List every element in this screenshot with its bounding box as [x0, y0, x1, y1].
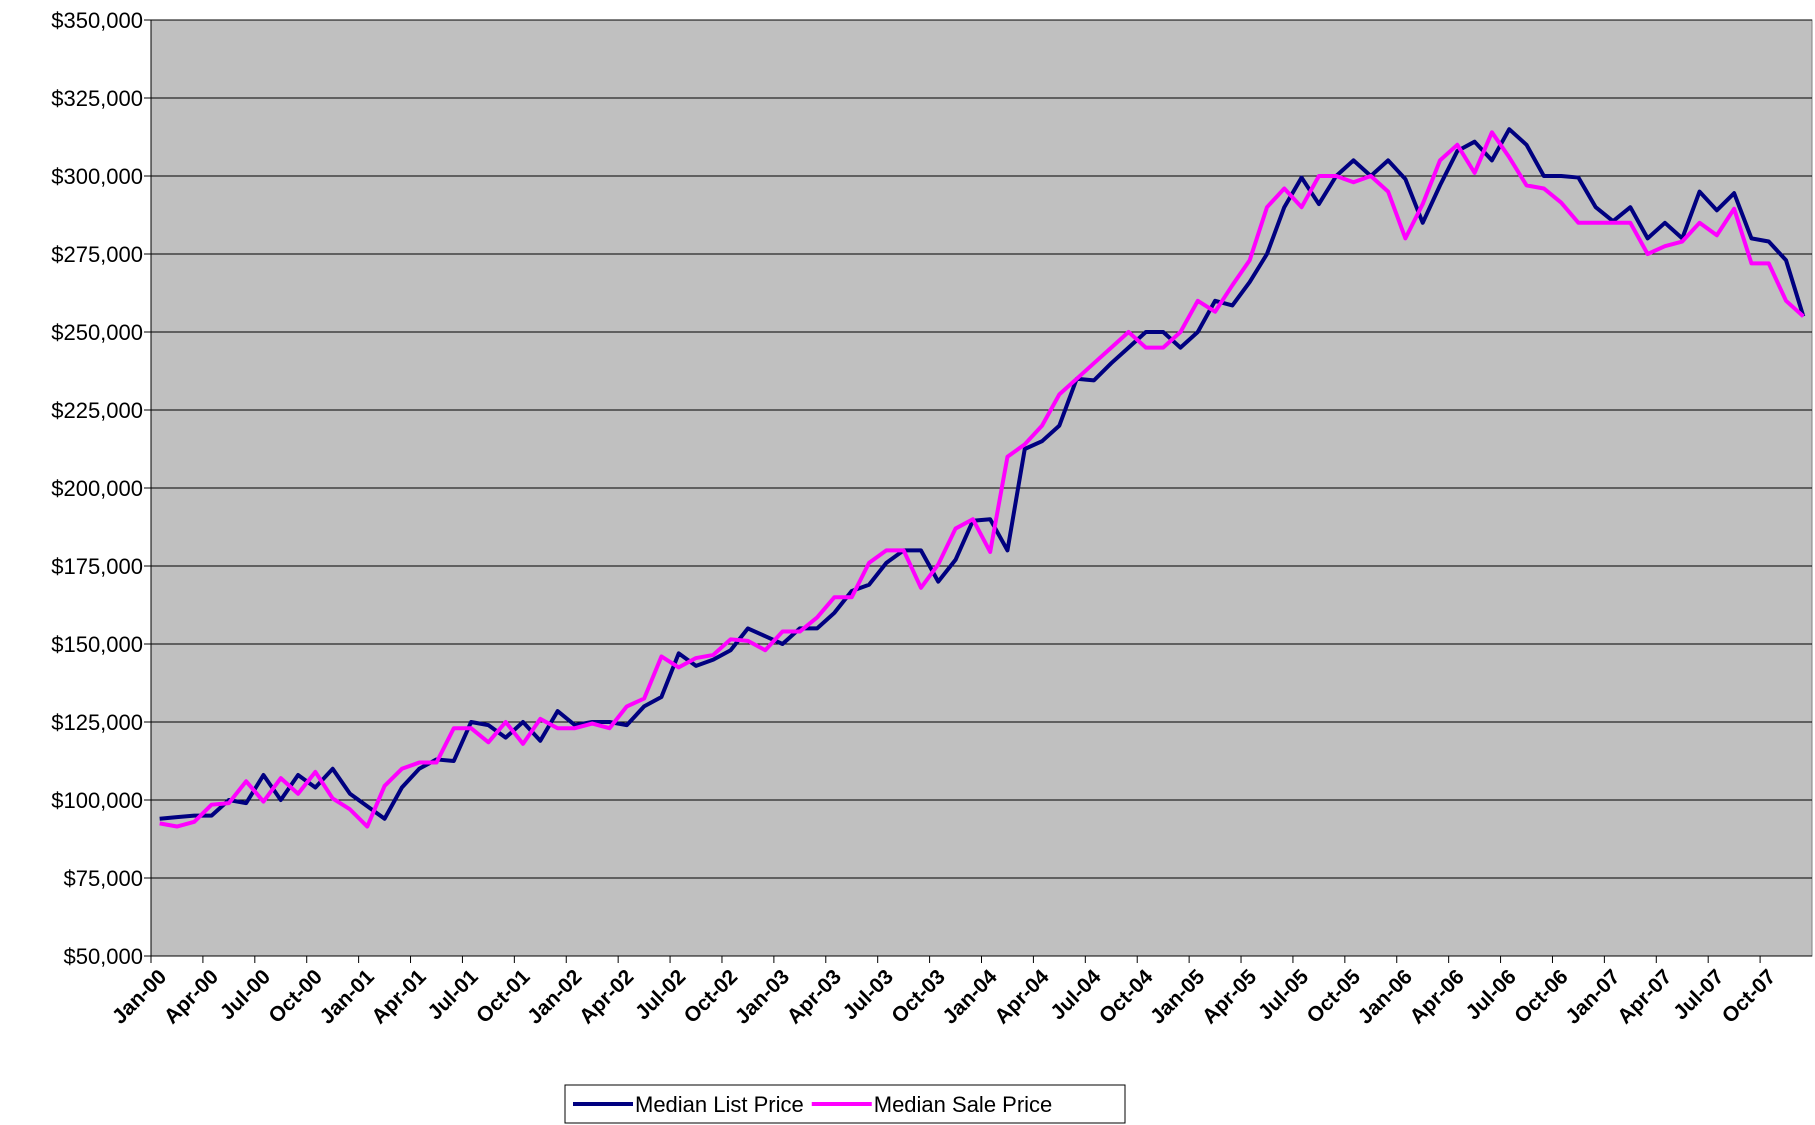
- x-tick-label: Jan-06: [1354, 965, 1417, 1028]
- x-tick-label: Apr-07: [1613, 965, 1676, 1028]
- x-tick-label: Apr-05: [1198, 965, 1262, 1029]
- x-tick-label: Apr-00: [160, 965, 223, 1028]
- x-tick-label: Jan-05: [1146, 965, 1210, 1029]
- x-tick-label: Apr-06: [1406, 965, 1469, 1028]
- x-tick-label: Oct-03: [887, 965, 949, 1027]
- x-tick-label: Oct-05: [1303, 965, 1366, 1028]
- x-tick-label: Jan-01: [315, 965, 379, 1029]
- x-tick-label: Oct-02: [680, 965, 742, 1027]
- x-tick-label: Jan-02: [523, 965, 586, 1028]
- y-tick-label: $275,000: [51, 242, 143, 267]
- x-tick-label: Oct-01: [472, 965, 535, 1028]
- y-tick-label: $300,000: [51, 164, 143, 189]
- x-tick-label: Jan-04: [938, 965, 1002, 1029]
- y-tick-label: $125,000: [51, 710, 143, 735]
- x-tick-label: Jul-04: [1046, 965, 1105, 1024]
- y-tick-label: $250,000: [51, 320, 143, 345]
- y-tick-label: $100,000: [51, 788, 143, 813]
- x-tick-label: Jan-00: [108, 965, 171, 1028]
- x-tick-label: Jul-00: [216, 965, 275, 1024]
- x-tick-label: Apr-04: [990, 965, 1054, 1029]
- y-tick-label: $200,000: [51, 476, 143, 501]
- x-tick-label: Apr-03: [783, 965, 846, 1028]
- x-tick-label: Jul-02: [631, 965, 690, 1024]
- x-tick-label: Jul-01: [423, 965, 482, 1024]
- y-tick-label: $75,000: [63, 866, 143, 891]
- y-tick-label: $150,000: [51, 632, 143, 657]
- y-tick-label: $350,000: [51, 8, 143, 33]
- x-tick-label: Jan-03: [731, 965, 794, 1028]
- y-tick-label: $325,000: [51, 86, 143, 111]
- x-tick-label: Oct-07: [1718, 965, 1780, 1027]
- x-tick-label: Oct-06: [1510, 965, 1572, 1027]
- legend-label: Median List Price: [635, 1092, 804, 1117]
- x-tick-label: Jan-07: [1561, 965, 1624, 1028]
- x-tick-label: Jul-06: [1462, 965, 1521, 1024]
- y-tick-label: $50,000: [63, 944, 143, 969]
- x-tick-label: Oct-00: [264, 965, 326, 1027]
- y-tick-label: $175,000: [51, 554, 143, 579]
- x-tick-label: Jul-05: [1254, 965, 1313, 1024]
- series-line: [159, 130, 1805, 829]
- y-tick-label: $225,000: [51, 398, 143, 423]
- legend: Median List Price Median Sale Price: [564, 1084, 1126, 1124]
- x-tick-label: Apr-02: [575, 965, 638, 1028]
- x-tick-label: Apr-01: [367, 965, 431, 1029]
- legend-label: Median Sale Price: [874, 1092, 1053, 1117]
- x-tick-label: Oct-04: [1095, 965, 1158, 1028]
- x-tick-label: Jul-03: [839, 965, 898, 1024]
- x-tick-label: Jul-07: [1669, 965, 1728, 1024]
